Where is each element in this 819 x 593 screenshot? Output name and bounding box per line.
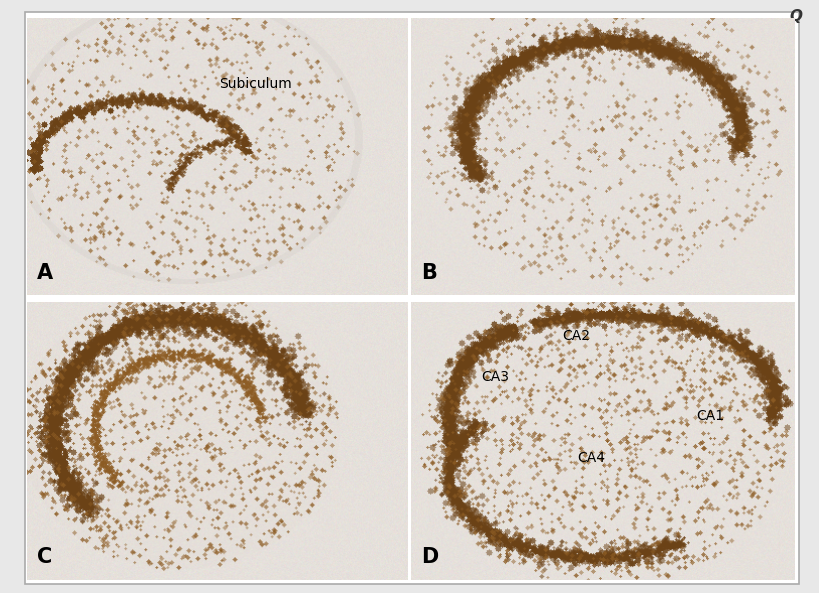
- Text: CA1: CA1: [696, 409, 724, 423]
- Text: CA2: CA2: [562, 329, 590, 343]
- Text: C: C: [37, 547, 52, 568]
- Text: Q: Q: [790, 9, 803, 24]
- Text: A: A: [37, 263, 52, 283]
- FancyBboxPatch shape: [25, 12, 799, 584]
- Text: B: B: [421, 263, 437, 283]
- Text: Subiculum: Subiculum: [219, 78, 292, 91]
- Text: D: D: [421, 547, 438, 568]
- Text: CA4: CA4: [577, 451, 605, 465]
- Text: CA3: CA3: [482, 371, 509, 384]
